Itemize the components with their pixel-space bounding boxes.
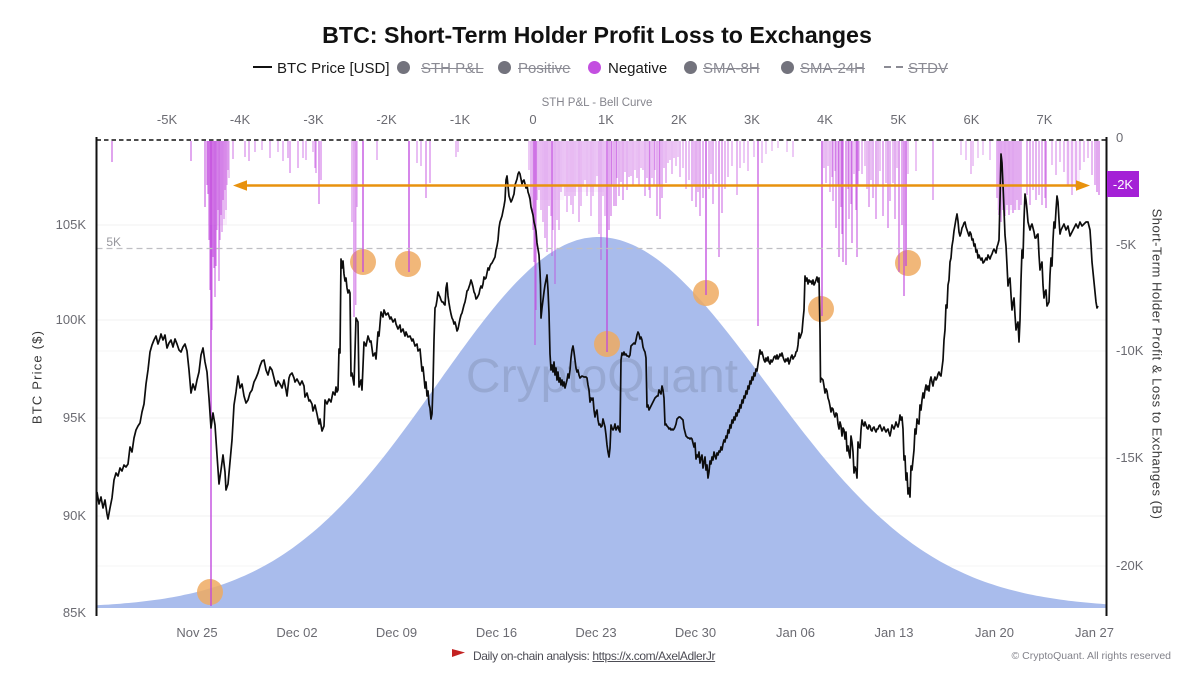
svg-text:CryptoQuant: CryptoQuant bbox=[466, 350, 738, 403]
